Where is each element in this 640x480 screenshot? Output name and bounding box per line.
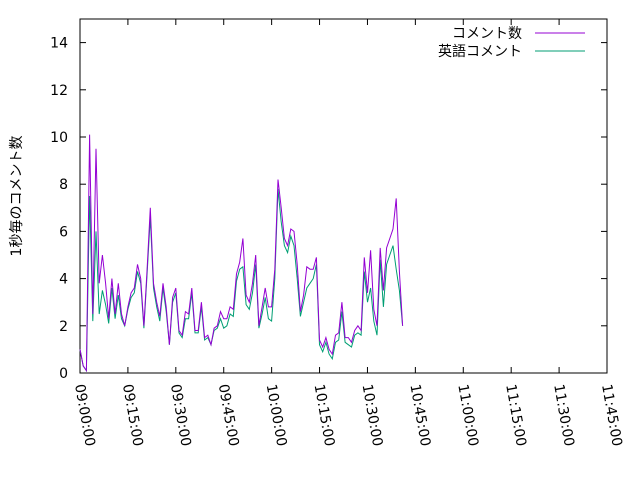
y-tick-label: 14 [50,36,68,52]
legend-label: 英語コメント [438,43,522,60]
x-tick-label: 11:00:00 [454,383,481,448]
x-tick-label: 09:30:00 [167,383,194,448]
x-tick-label: 09:45:00 [215,383,242,448]
y-tick-label: 2 [59,319,68,335]
series-line-0 [79,134,404,373]
y-tick-label: 0 [59,366,68,382]
y-axis: 0 2 4 6 8 10 12 14 [50,36,607,382]
x-tick-label: 11:30:00 [550,383,577,448]
y-axis-label: 1秒毎のコメント数 [9,136,25,257]
x-tick-label: 11:45:00 [598,383,625,448]
y-tick-label: 12 [50,83,68,99]
x-tick-label: 10:30:00 [359,383,386,448]
x-tick-label: 10:15:00 [311,383,338,448]
x-tick-label: 09:00:00 [71,383,98,448]
x-tick-label: 09:15:00 [119,383,146,448]
series-line-1 [79,188,404,373]
y-tick-label: 10 [50,130,68,146]
x-tick-label: 10:00:00 [263,383,290,448]
y-tick-label: 4 [59,272,68,288]
plot-frame [79,18,608,374]
series-lines [79,134,404,373]
y-tick-label: 6 [59,224,68,240]
y-tick-label: 8 [59,177,68,193]
legend-label: コメント数 [452,26,522,42]
x-axis: 09:00:00 09:15:00 09:30:00 09:45:00 10:00:00… [71,19,625,448]
x-tick-label: 10:45:00 [406,383,433,448]
x-tick-label: 11:15:00 [502,383,529,448]
